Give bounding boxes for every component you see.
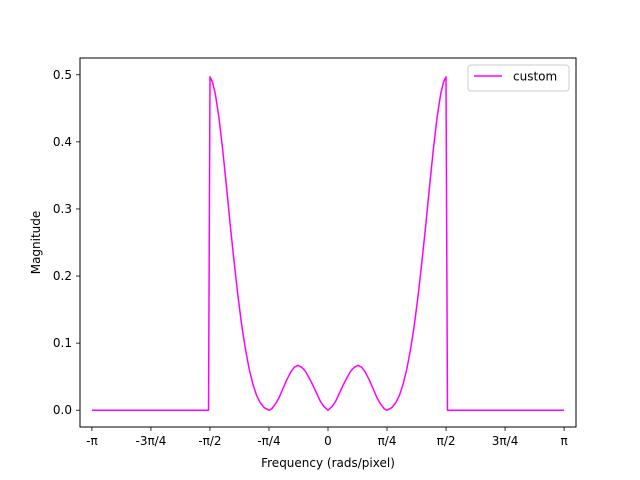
x-tick-label: -π/4 <box>257 434 280 448</box>
series-line-custom <box>91 76 565 411</box>
legend-box <box>467 64 570 92</box>
y-tick-label: 0.0 <box>53 403 72 417</box>
plot-area <box>91 76 565 411</box>
x-axis: -π -3π/4 -π/2 -π/4 0 π/4 π/2 3π/4 π <box>86 427 568 448</box>
x-tick-label: π/4 <box>378 434 397 448</box>
y-axis-label: Magnitude <box>29 211 43 275</box>
y-tick-label: 0.2 <box>53 269 72 283</box>
legend-label: custom <box>513 70 557 84</box>
legend: custom <box>467 64 570 92</box>
y-tick-label: 0.1 <box>53 336 72 350</box>
y-tick-label: 0.4 <box>53 135 72 149</box>
x-axis-label: Frequency (rads/pixel) <box>261 456 395 470</box>
y-tick-label: 0.3 <box>53 202 72 216</box>
x-tick-label: π/2 <box>437 434 456 448</box>
x-tick-label: 3π/4 <box>492 434 519 448</box>
x-tick-label: π <box>560 434 567 448</box>
y-tick-label: 0.5 <box>53 68 72 82</box>
x-tick-label: -3π/4 <box>135 434 166 448</box>
x-tick-label: -π <box>86 434 98 448</box>
x-tick-label: -π/2 <box>198 434 221 448</box>
x-tick-label: 0 <box>324 434 332 448</box>
y-axis: 0.0 0.1 0.2 0.3 0.4 0.5 <box>53 68 80 417</box>
